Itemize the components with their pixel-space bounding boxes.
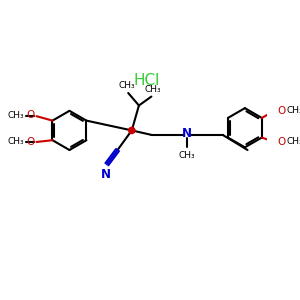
Text: CH₃: CH₃ xyxy=(179,151,195,160)
Text: N: N xyxy=(101,168,111,181)
Text: O: O xyxy=(26,137,35,147)
Text: CH₃: CH₃ xyxy=(287,137,300,146)
Text: O: O xyxy=(277,106,285,116)
Text: CH₃: CH₃ xyxy=(287,106,300,115)
Text: O: O xyxy=(277,137,285,147)
Circle shape xyxy=(129,127,135,134)
Text: CH₃: CH₃ xyxy=(145,85,161,94)
Text: O: O xyxy=(26,110,35,120)
Text: N: N xyxy=(182,127,192,140)
Text: CH₃: CH₃ xyxy=(8,137,24,146)
Text: CH₃: CH₃ xyxy=(8,111,24,120)
Text: HCl: HCl xyxy=(134,73,160,88)
Text: CH₃: CH₃ xyxy=(118,81,135,90)
